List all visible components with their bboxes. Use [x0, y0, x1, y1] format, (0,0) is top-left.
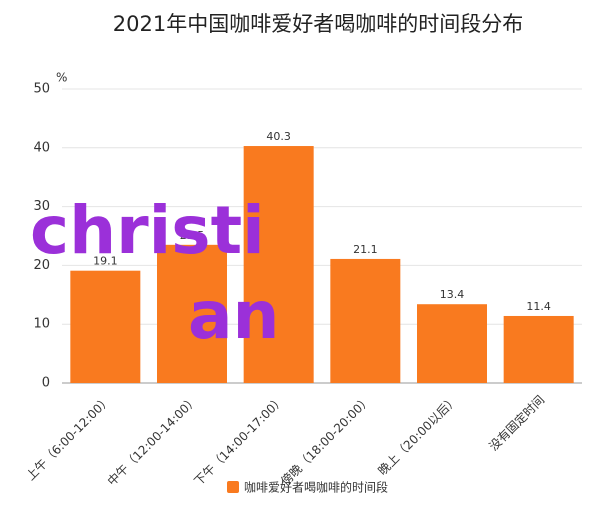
data-label: 13.4	[440, 288, 465, 301]
y-tick-label: 40	[33, 140, 50, 155]
bar	[330, 258, 401, 383]
y-tick-label: 30	[33, 199, 50, 214]
bar	[243, 146, 314, 383]
bar	[157, 244, 227, 383]
data-label: 19.1	[93, 255, 118, 268]
y-unit: %	[56, 71, 67, 85]
x-tick-label: 没有固定时间	[486, 392, 548, 454]
data-label: 40.3	[266, 130, 291, 143]
watermark: an	[188, 277, 280, 354]
bar	[70, 270, 141, 383]
x-tick-label: 傍晚（18:00-20:00）	[277, 392, 374, 489]
y-tick-label: 10	[33, 317, 50, 332]
y-tick-label: 50	[33, 82, 50, 97]
watermark: christi	[30, 192, 265, 269]
y-tick-label: 0	[42, 376, 50, 391]
x-tick-label: 晚上（20:00以后）	[375, 393, 460, 478]
y-tick-label: 20	[33, 258, 50, 273]
x-tick-label: 中午（12:00-14:00）	[104, 392, 201, 489]
x-tick-label: 下午（14:00-17:00）	[191, 393, 287, 489]
data-label: 23.5	[180, 229, 205, 242]
chart-title: 2021年中国咖啡爱好者喝咖啡的时间段分布	[113, 12, 523, 36]
legend-swatch	[227, 481, 239, 493]
data-label: 11.4	[526, 300, 551, 313]
legend-label: 咖啡爱好者喝咖啡的时间段	[244, 480, 388, 495]
bar	[417, 304, 487, 383]
x-tick-label: 上午（6:00-12:00）	[24, 393, 114, 483]
bar	[503, 315, 574, 383]
data-label: 21.1	[353, 243, 378, 256]
